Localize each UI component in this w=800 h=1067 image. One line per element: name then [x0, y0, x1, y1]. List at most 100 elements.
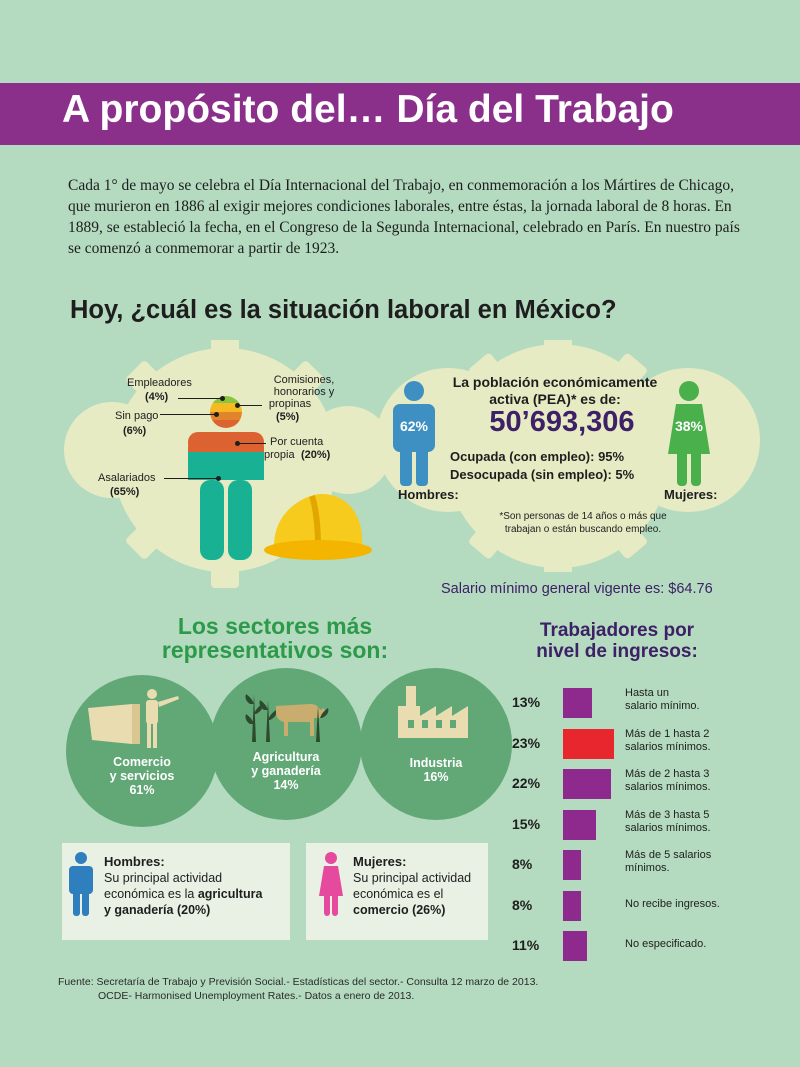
mujeres-box-line3: comercio (26%): [353, 902, 445, 918]
income-row-label-line1: No especificado.: [625, 938, 707, 950]
source-line1: Fuente: Secretaría de Trabajo y Previsió…: [58, 976, 539, 988]
income-bar: [563, 688, 592, 718]
income-row-label-line2: salarios mínimos.: [625, 740, 711, 753]
income-title-line1: Trabajadores por: [539, 620, 695, 641]
source-line2: OCDE- Harmonised Unemployment Rates.- Da…: [98, 990, 415, 1002]
worker-figure-icon: [188, 396, 264, 560]
hombres-box-line3: y ganadería (20%): [104, 903, 211, 917]
pea-note-line2: trabajan o están buscando empleo.: [504, 524, 662, 535]
income-row-label: Más de 2 hasta 3 salarios mínimos.: [625, 768, 711, 794]
situation-title: Hoy, ¿cuál es la situación laboral en Mé…: [70, 296, 617, 324]
label-sin-pago-pct: (6%): [123, 425, 147, 437]
leader-cuenta: [238, 443, 266, 444]
leader-dot: [235, 403, 240, 408]
income-row-pct: 23%: [512, 734, 541, 751]
income-bar: [563, 850, 581, 880]
sector-industria-pct: 16%: [423, 770, 449, 784]
income-row-pct: 8%: [512, 856, 533, 872]
sector-agricultura-pct: 14%: [273, 778, 299, 792]
source-note: Fuente: Secretaría de Trabajo y Previsió…: [58, 975, 538, 1003]
income-row-label-line2: salarios mínimos.: [625, 821, 711, 834]
sectors-title-line1: Los sectores más: [177, 613, 373, 639]
income-row-label-line1: Más de 1 hasta 2: [625, 727, 710, 740]
income-row-label-line1: Hasta un: [625, 687, 670, 699]
income-row-label-line1: Más de 5 salarios: [625, 849, 712, 861]
sector-label-comercio: Comercio y servicios 61%: [66, 755, 218, 797]
label-empleadores: Empleadores: [127, 377, 192, 389]
pea-desocupada: Desocupada (sin empleo): 5%: [450, 467, 635, 482]
pea-note-line1: *Son personas de 14 años o más que: [499, 511, 667, 522]
sector-comercio-line2: y servicios: [109, 769, 175, 783]
man-icon: [393, 381, 435, 486]
income-row-label-line2: mínimos.: [625, 862, 670, 874]
sector-circle-agricultura: [210, 668, 362, 820]
income-bar: [563, 809, 596, 840]
hombres-box-line2: económica es la agricultura: [104, 886, 262, 902]
income-row-label-line2: salarios mínimos.: [625, 781, 711, 793]
label-comisiones-1: Comisiones,: [273, 374, 335, 386]
pea-ocupada: Ocupada (con empleo): 95%: [450, 449, 625, 464]
sector-comercio-line1: Comercio: [113, 755, 171, 769]
income-bar: [563, 728, 614, 759]
leader-sin-pago: [160, 414, 216, 415]
label-comisiones-pct: (5%): [276, 411, 300, 423]
man-icon: [69, 852, 93, 916]
mujeres-box-title: Mujeres:: [353, 854, 407, 869]
sector-agricultura-line2: y ganadería: [251, 764, 321, 778]
label-asalariados: Asalariados: [98, 472, 156, 484]
hombres-box-line2-bold: agricultura: [197, 887, 263, 901]
woman-icon: [668, 381, 710, 486]
farm-icon: [245, 694, 329, 742]
hombres-info-box: [62, 843, 290, 940]
pea-number: 50’693,306: [489, 406, 635, 438]
header-band: [0, 83, 800, 145]
income-row-label: Más de 3 hasta 5 salarios mínimos.: [625, 809, 711, 835]
income-row-label: Más de 1 hasta 2 salarios mínimos.: [625, 728, 711, 754]
income-row-pct: 15%: [512, 815, 541, 832]
hombres-box-line1: Su principal actividad: [104, 871, 223, 885]
leader-comisiones: [238, 405, 262, 406]
label-asalariados-pct: (65%): [110, 486, 140, 498]
page-title: A propósito del… Día del Trabajo: [62, 88, 674, 131]
leader-dot: [220, 396, 225, 401]
income-row-pct: 22%: [512, 775, 541, 791]
label-cuenta-1: Por cuenta: [270, 436, 324, 448]
income-row-pct: 8%: [512, 896, 533, 913]
pea-title-line2: activa (PEA)* es de:: [489, 391, 621, 407]
sector-circle-comercio: [66, 675, 218, 827]
sector-label-agricultura: Agricultura y ganadería 14%: [210, 750, 362, 792]
sector-agricultura-line1: Agricultura: [252, 750, 320, 764]
store-icon: [88, 689, 179, 748]
income-row-pct: 13%: [512, 694, 541, 710]
mujeres-box-line3-pct: (26%): [408, 903, 446, 917]
income-row-pct: 11%: [512, 937, 540, 953]
income-bar: [563, 890, 581, 921]
label-comisiones-3: propinas: [268, 398, 312, 410]
label-empleadores-pct: (4%): [145, 391, 169, 403]
sectors-title: Los sectores más representativos son:: [110, 614, 440, 662]
hombres-box-line2-text: económica es la: [104, 887, 198, 901]
label-cuenta-2: propia: [264, 449, 295, 461]
woman-icon: [319, 852, 343, 916]
sector-label-industria: Industria 16%: [360, 756, 512, 784]
pea-title: La población económicamente activa (PEA)…: [440, 374, 670, 408]
sector-circle-industria: [360, 668, 512, 820]
women-percentage: 38%: [674, 418, 704, 434]
pea-title-line1: La población económicamente: [452, 374, 658, 390]
leader-empleadores: [178, 398, 222, 399]
income-title: Trabajadores por nivel de ingresos:: [492, 620, 742, 662]
label-cuenta-pct: (20%): [301, 449, 331, 461]
income-row-label: Más de 5 salarios mínimos.: [625, 849, 711, 875]
pea-note: *Son personas de 14 años o más que traba…: [478, 510, 688, 536]
income-row-label: No especificado.: [625, 938, 706, 951]
men-label: Hombres:: [398, 487, 459, 502]
leader-dot: [216, 476, 221, 481]
leader-dot: [214, 412, 219, 417]
leader-asalariados: [164, 478, 218, 479]
salario-minimo: Salario mínimo general vigente es: $64.7…: [441, 581, 713, 597]
sectors-title-line2: representativos son:: [161, 637, 389, 663]
income-title-line2: nivel de ingresos:: [536, 641, 698, 662]
income-row-label-line1: No recibe ingresos.: [625, 897, 720, 910]
leader-dot: [235, 441, 240, 446]
intro-paragraph: Cada 1° de mayo se celebra el Día Intern…: [68, 177, 740, 257]
